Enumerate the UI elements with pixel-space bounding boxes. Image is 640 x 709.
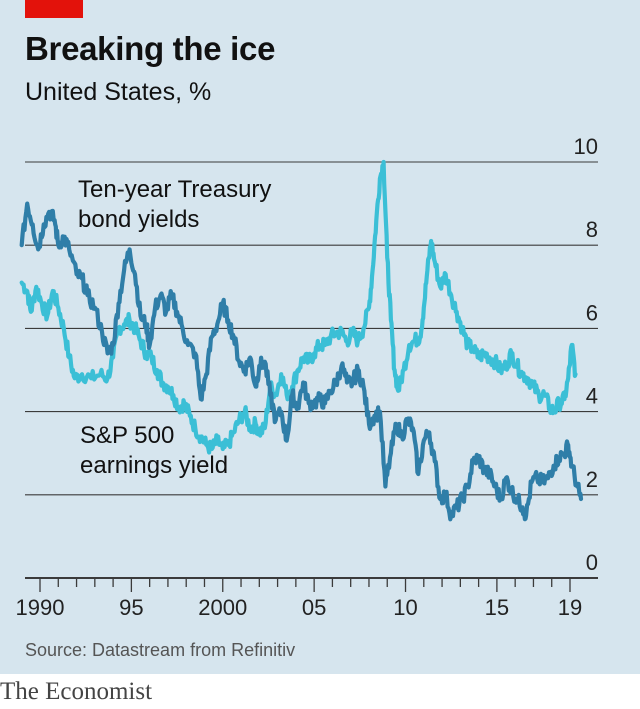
series-line-sp500 [19,159,578,455]
x-tick-label-2019: 19 [558,595,582,620]
series-label-treasury-line-1: Ten-year Treasury [78,176,271,203]
brand-red-tag [25,0,83,18]
publisher-logo: The Economist [0,678,153,705]
series-label-sp500-line-1: S&P 500 [80,422,174,449]
chart-subtitle: United States, % [25,78,212,106]
y-tick-label-6: 6 [586,300,598,325]
x-tick-label-2005: 05 [302,595,326,620]
line-chart: 0 2 4 6 8 10 1990 95 2000 05 10 15 19 Ten-year Trea… [16,134,598,620]
chart-title: Breaking the ice [25,30,276,67]
x-axis: 1990 95 2000 05 10 15 19 [16,578,582,620]
y-tick-label-0: 0 [586,550,598,575]
x-tick-label-1990: 1990 [16,595,65,620]
series-label-sp500-line-2: earnings yield [80,452,228,479]
series-label-treasury-line-2: bond yields [78,206,199,233]
x-tick-label-1995: 95 [119,595,143,620]
x-tick-label-2010: 10 [393,595,417,620]
series-labels: Ten-year Treasury bond yields S&P 500 earni… [78,176,271,479]
x-tick-label-2015: 15 [485,595,509,620]
series-line-treasury [19,201,584,522]
y-tick-label-8: 8 [586,217,598,242]
y-axis-labels: 0 2 4 6 8 10 [574,134,598,575]
x-tick-label-2000: 2000 [198,595,247,620]
series-lines [19,159,584,522]
source-note: Source: Datastream from Refinitiv [25,640,296,660]
y-tick-label-2: 2 [586,467,598,492]
y-tick-label-4: 4 [586,384,598,409]
y-tick-label-10: 10 [574,134,598,159]
